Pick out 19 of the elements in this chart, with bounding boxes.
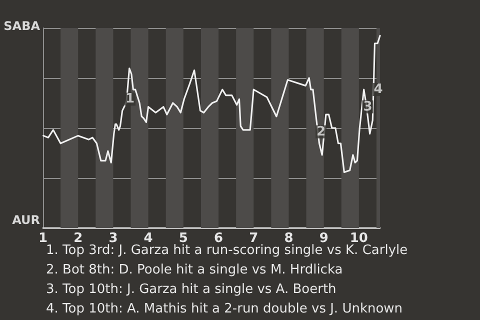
annotation: 1 bbox=[126, 92, 135, 107]
x-tick-label: 7 bbox=[249, 231, 258, 246]
x-tick-label: 4 bbox=[144, 231, 153, 246]
text: 4. Top 10th: A. Mathis hit a 2-run double vs J. Unknown bbox=[46, 302, 403, 316]
x-tick-label: 6 bbox=[214, 231, 224, 246]
x-tick-label: 10 bbox=[350, 231, 368, 246]
annotation: 4 bbox=[374, 82, 383, 98]
annotation: 2 bbox=[316, 124, 326, 140]
text: 3. Top 10th: J. Garza hit a single vs A. Boerth bbox=[46, 282, 336, 297]
x-tick-label: 3 bbox=[108, 231, 118, 246]
text: SABA bbox=[4, 19, 41, 33]
text: AUR bbox=[12, 213, 40, 227]
x-tick-label: 1 bbox=[38, 231, 48, 246]
x-tick-label: 8 bbox=[284, 231, 294, 246]
x-tick-label: 2 bbox=[74, 231, 83, 246]
text: 2. Bot 8th: D. Poole hit a single vs M. Hrdlicka bbox=[46, 262, 343, 278]
annotation: 3 bbox=[363, 99, 372, 114]
text: 1. Top 3rd: J. Garza hit a run-scoring single vs K. Carlyle bbox=[46, 243, 408, 258]
x-tick-label: 9 bbox=[319, 231, 328, 246]
